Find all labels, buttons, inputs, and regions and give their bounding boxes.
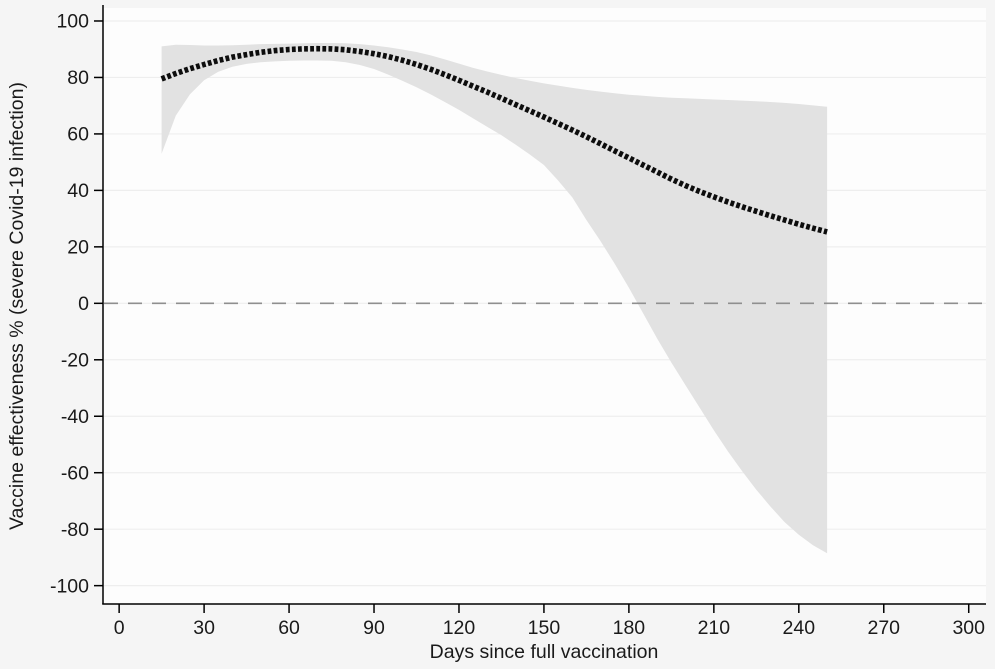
x-tick-label: 210 xyxy=(698,617,731,639)
y-tick-label: 0 xyxy=(78,293,89,315)
y-tick-label: 100 xyxy=(56,11,89,33)
ve-curve xyxy=(160,45,828,235)
confidence-band-layer xyxy=(161,43,828,554)
ci-band xyxy=(161,43,828,554)
x-tick-label: 90 xyxy=(363,617,385,639)
y-axis-title: Vaccine effectiveness % (severe Covid-19… xyxy=(6,82,28,530)
x-axis-title: Days since full vaccination xyxy=(430,641,659,663)
tick-labels-layer: 100 80 60 40 20 0 -20 -40 -60 -80 -100 0 30 60 90 120 15… xyxy=(50,11,985,639)
x-tick-label: 30 xyxy=(193,617,215,639)
y-tick-label: -20 xyxy=(61,349,89,371)
x-tick-label: 60 xyxy=(278,617,300,639)
y-tick-label: 80 xyxy=(67,67,89,89)
y-tick-label: -40 xyxy=(61,406,89,428)
series-layer xyxy=(160,45,828,235)
y-tick-label: -80 xyxy=(61,519,89,541)
x-tick-label: 300 xyxy=(952,617,985,639)
x-tick-label: 0 xyxy=(114,617,125,639)
x-tick-label: 180 xyxy=(613,617,646,639)
y-tick-label: 60 xyxy=(67,124,89,146)
y-tick-label: -100 xyxy=(50,575,89,597)
y-tick-label: -60 xyxy=(61,462,89,484)
x-tick-label: 240 xyxy=(783,617,816,639)
axes-layer xyxy=(94,5,986,613)
x-tick-label: 120 xyxy=(443,617,476,639)
x-tick-label: 150 xyxy=(528,617,561,639)
y-tick-label: 40 xyxy=(67,180,89,202)
y-tick-label: 20 xyxy=(67,237,89,259)
x-tick-label: 270 xyxy=(867,617,900,639)
